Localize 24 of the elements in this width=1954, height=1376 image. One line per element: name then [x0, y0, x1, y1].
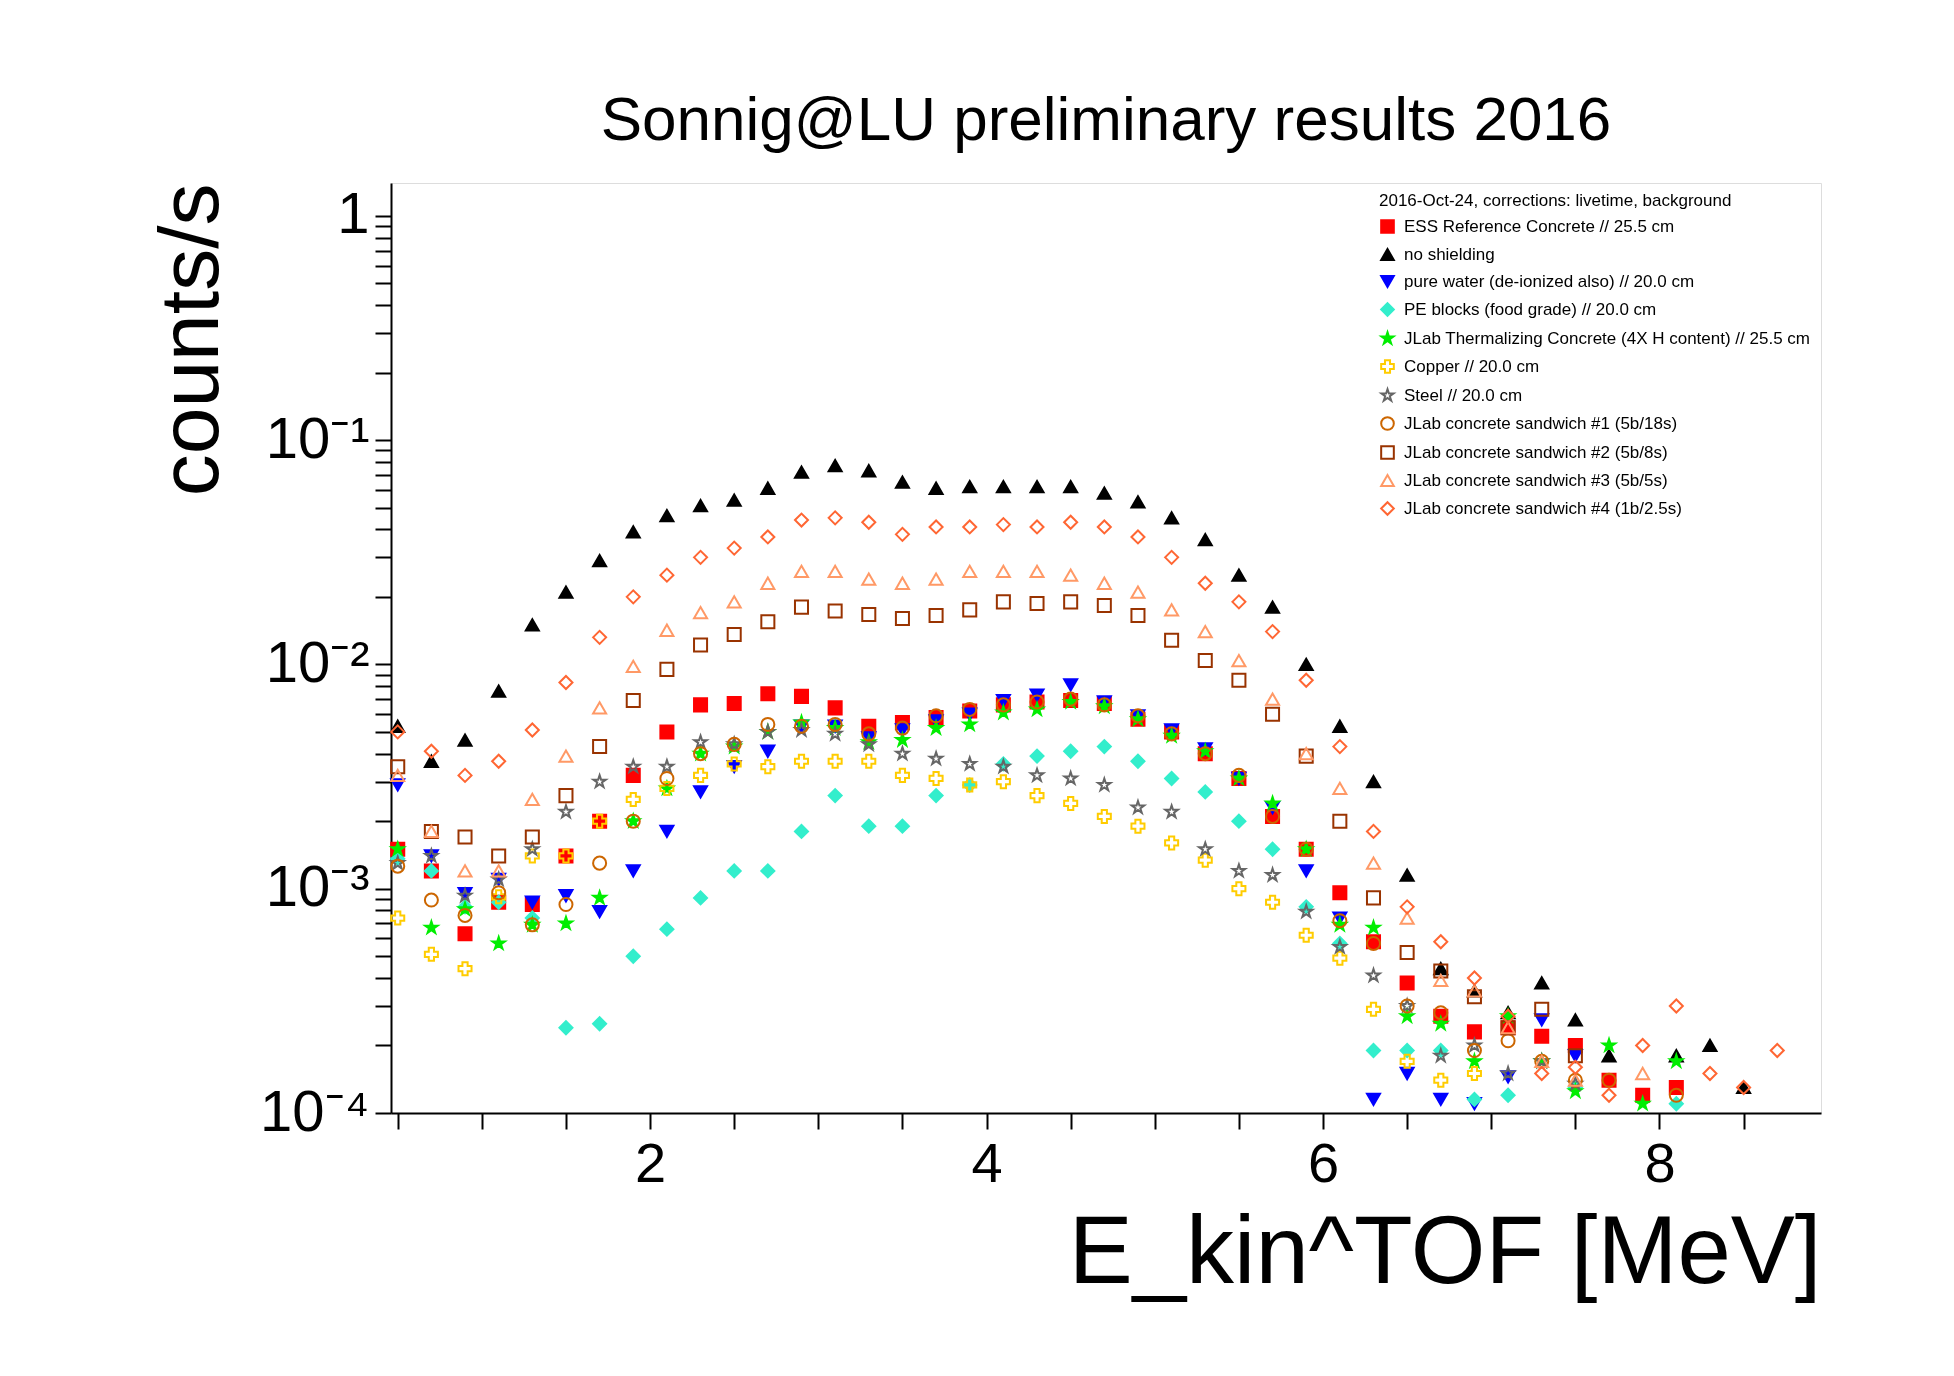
legend-label: PE blocks (food grade) // 20.0 cm	[1404, 299, 1657, 319]
y-tick-label: 1	[337, 180, 370, 246]
y-tick-label: 10⁻¹	[265, 404, 370, 470]
y-tick-label: 10⁻⁴	[260, 1077, 370, 1143]
legend-label: JLab Thermalizing Concrete (4X H content) // 25.5 cm	[1404, 328, 1810, 348]
chart-title: Sonnig@LU preliminary results 2016	[600, 84, 1612, 153]
x-tick-label: 4	[971, 1130, 1003, 1194]
legend-label: JLab concrete sandwich #4 (1b/2.5s)	[1404, 498, 1682, 518]
legend-label: Steel // 20.0 cm	[1404, 385, 1523, 405]
y-tick-label: 10⁻²	[265, 628, 370, 694]
y-axis-title: counts/s	[142, 183, 237, 497]
legend-title: 2016-Oct-24, corrections: livetime, background	[1379, 191, 1732, 210]
x-tick-label: 2	[635, 1130, 667, 1194]
x-tick-label: 8	[1644, 1130, 1676, 1194]
legend-label: JLab concrete sandwich #3 (5b/5s)	[1404, 470, 1668, 490]
legend-label: Copper // 20.0 cm	[1404, 356, 1540, 376]
legend-label: no shielding	[1404, 244, 1495, 264]
x-tick-label: 6	[1307, 1130, 1340, 1194]
legend-label: pure water (de-ionized also) // 20.0 cm	[1404, 271, 1695, 291]
legend-label: JLab concrete sandwich #1 (5b/18s)	[1404, 413, 1678, 433]
x-axis-title: E_kin^TOF [MeV]	[1068, 1195, 1822, 1303]
legend-label: JLab concrete sandwich #2 (5b/8s)	[1404, 442, 1668, 462]
y-tick-label: 10⁻³	[265, 853, 370, 919]
legend-label: ESS Reference Concrete // 25.5 cm	[1404, 216, 1675, 236]
